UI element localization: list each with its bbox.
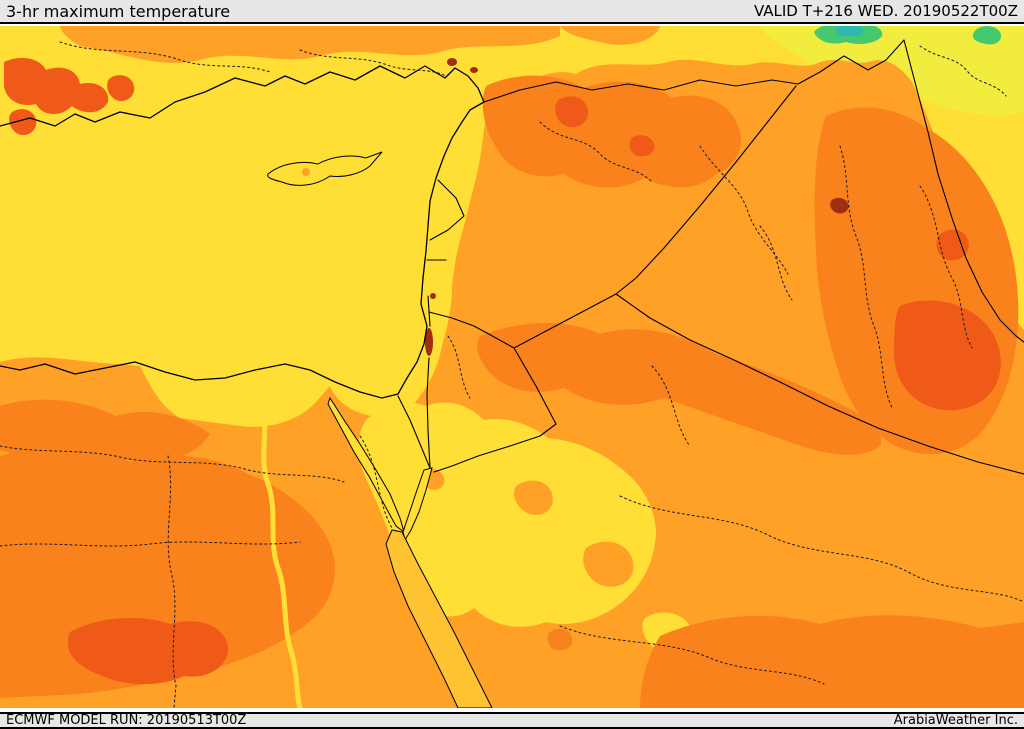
nile-river: [259, 393, 303, 708]
model-run-label: ECMWF MODEL RUN: 20190513T00Z: [6, 713, 247, 728]
lake-turkey-2: [470, 67, 478, 73]
cool-green-blobs: [814, 26, 1002, 45]
sea-of-galilee: [430, 293, 436, 299]
valid-time-label: VALID T+216 WED. 20190522T00Z: [753, 2, 1018, 20]
hottest-red-blobs: [4, 57, 1001, 685]
red-sea: [385, 529, 493, 708]
gulf-of-suez: [327, 396, 405, 534]
header-bar: 3-hr maximum temperature VALID T+216 WED…: [0, 0, 1024, 24]
dead-sea: [425, 328, 433, 356]
lake-turkey-1: [447, 58, 457, 66]
coastline: [0, 65, 485, 399]
water-bodies: [267, 58, 493, 708]
cyprus-warm-spot: [302, 168, 310, 176]
temperature-map-area: [0, 26, 1024, 708]
footer-bar: ECMWF MODEL RUN: 20190513T00Z ArabiaWeat…: [0, 712, 1024, 729]
temperature-map: [0, 26, 1024, 708]
admin-boundaries: [0, 41, 1024, 708]
attribution-label: ArabiaWeather Inc.: [893, 713, 1018, 728]
map-title: 3-hr maximum temperature: [6, 1, 231, 21]
country-borders: [397, 39, 1024, 475]
orange-spots: [422, 469, 634, 651]
cyprus-island: [267, 151, 383, 186]
